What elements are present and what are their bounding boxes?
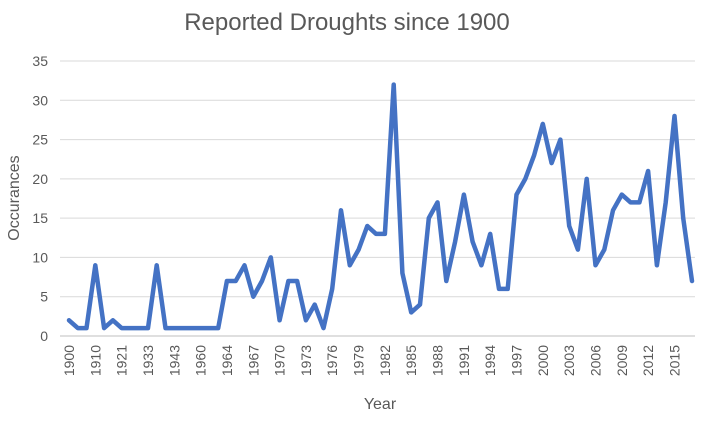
x-tick-label: 1973 xyxy=(298,345,314,376)
chart-title: Reported Droughts since 1900 xyxy=(184,9,510,36)
x-tick-label: 1994 xyxy=(482,345,498,376)
x-tick-label: 1979 xyxy=(351,345,367,376)
x-tick-label: 1900 xyxy=(61,345,77,376)
x-tick-label: 1997 xyxy=(509,345,525,376)
x-tick-label: 1991 xyxy=(456,345,472,376)
y-tick-label: 0 xyxy=(40,328,48,344)
x-tick-label: 1964 xyxy=(219,345,235,376)
x-tick-label: 2015 xyxy=(666,345,682,376)
y-tick-label: 5 xyxy=(40,289,48,305)
x-tick-label: 1933 xyxy=(140,345,156,376)
gridlines xyxy=(60,60,695,337)
x-tick-label: 1988 xyxy=(430,345,446,376)
x-tick-label: 2009 xyxy=(614,345,630,376)
y-tick-label: 10 xyxy=(32,249,48,265)
y-axis-label: Occurances xyxy=(6,155,23,240)
x-tick-label: 2003 xyxy=(561,345,577,376)
y-tick-label: 15 xyxy=(32,210,48,226)
x-tick-label: 2000 xyxy=(535,345,551,376)
x-tick-label: 1960 xyxy=(193,345,209,376)
x-tick-label: 1970 xyxy=(272,345,288,376)
x-tick-label: 2012 xyxy=(640,345,656,376)
series-layer xyxy=(66,82,695,331)
x-tick-label: 1985 xyxy=(403,345,419,376)
x-tick-label: 1982 xyxy=(377,345,393,376)
series-line xyxy=(66,82,695,331)
x-tick-label: 1967 xyxy=(245,345,261,376)
y-tick-label: 35 xyxy=(32,53,48,69)
y-tick-label: 30 xyxy=(32,92,48,108)
x-axis-ticks: 1900 1910 1921 1933 1943 1960 1964 1967 1970 1973… xyxy=(61,345,682,376)
x-axis-label: Year xyxy=(364,396,397,413)
y-tick-label: 20 xyxy=(32,171,48,187)
x-tick-label: 1921 xyxy=(114,345,130,376)
x-tick-label: 1943 xyxy=(166,345,182,376)
x-tick-label: 1976 xyxy=(324,345,340,376)
y-axis-ticks: 0 5 10 15 20 25 30 35 xyxy=(32,53,48,344)
x-tick-label: 2006 xyxy=(587,345,603,376)
x-tick-label: 1910 xyxy=(87,345,103,376)
y-tick-label: 25 xyxy=(32,132,48,148)
